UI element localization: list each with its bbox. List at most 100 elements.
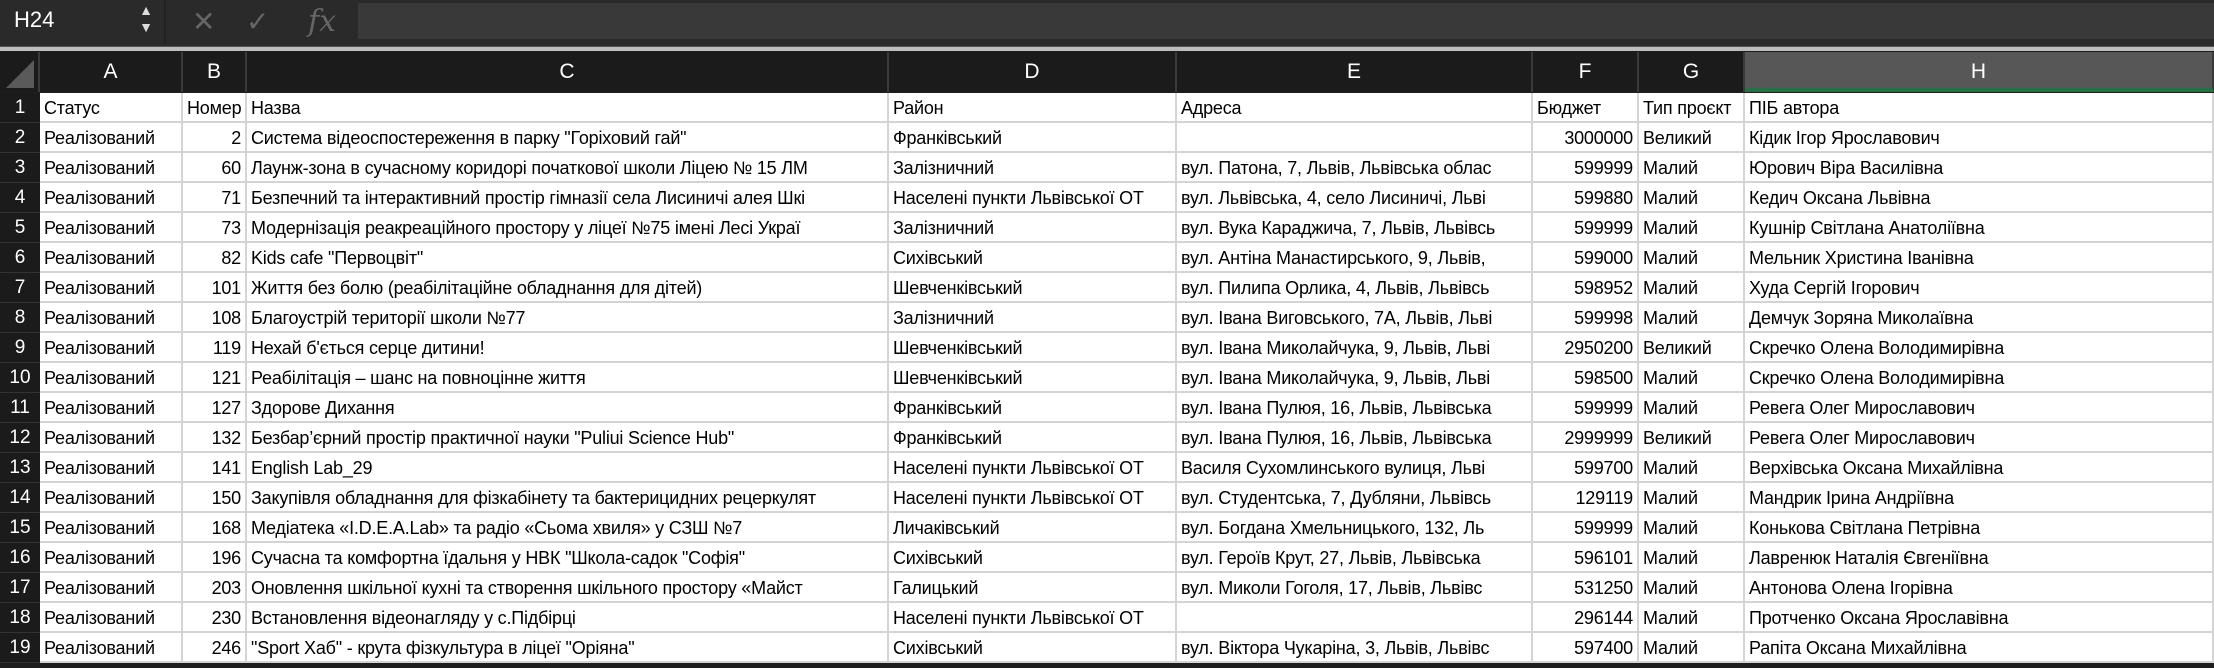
table-cell[interactable]: вул. Івана Миколайчука, 9, Львів, Льві [1177, 333, 1533, 363]
table-cell[interactable]: 599999 [1533, 513, 1639, 543]
table-cell[interactable]: Лаунж-зона в сучасному коридорі початков… [247, 153, 889, 183]
table-cell[interactable]: 73 [183, 213, 247, 243]
table-cell[interactable]: Кедич Оксана Львівна [1745, 183, 2214, 213]
table-cell[interactable]: Малий [1639, 603, 1745, 633]
table-cell[interactable]: Реалізований [40, 513, 183, 543]
table-cell[interactable]: Малий [1639, 513, 1745, 543]
table-cell[interactable]: Сихівський [889, 633, 1177, 663]
row-header[interactable]: 1 [0, 93, 40, 123]
table-cell[interactable]: Безпечний та інтерактивний простір гімна… [247, 183, 889, 213]
table-cell[interactable]: Малий [1639, 543, 1745, 573]
table-cell[interactable]: Великий [1639, 333, 1745, 363]
table-cell[interactable]: 598952 [1533, 273, 1639, 303]
table-cell[interactable]: Малий [1639, 273, 1745, 303]
row-header[interactable]: 7 [0, 273, 40, 303]
table-cell[interactable]: "Sport Хаб" - крута фізкультура в ліцеї … [247, 633, 889, 663]
table-cell[interactable]: Реалізований [40, 153, 183, 183]
table-cell[interactable]: Кідик Ігор Ярославович [1745, 123, 2214, 153]
table-cell[interactable]: Личаківський [889, 513, 1177, 543]
header-cell[interactable]: Номер [183, 93, 247, 123]
table-cell[interactable]: Малий [1639, 303, 1745, 333]
row-header[interactable]: 13 [0, 453, 40, 483]
select-all-button[interactable] [0, 52, 40, 92]
table-cell[interactable]: 168 [183, 513, 247, 543]
table-cell[interactable]: Оновлення шкільної кухні та створення шк… [247, 573, 889, 603]
header-cell[interactable]: Район [889, 93, 1177, 123]
table-cell[interactable]: 196 [183, 543, 247, 573]
table-cell[interactable]: Ревега Олег Мирославович [1745, 423, 2214, 453]
table-cell[interactable]: Реалізований [40, 423, 183, 453]
table-cell[interactable]: Малий [1639, 183, 1745, 213]
table-cell[interactable]: Kids cafe "Первоцвіт" [247, 243, 889, 273]
table-cell[interactable]: Здорове Дихання [247, 393, 889, 423]
row-header[interactable]: 12 [0, 423, 40, 453]
row-header[interactable]: 5 [0, 213, 40, 243]
table-cell[interactable]: Благоустрій території школи №77 [247, 303, 889, 333]
table-cell[interactable]: Малий [1639, 453, 1745, 483]
table-cell[interactable]: 599999 [1533, 153, 1639, 183]
table-cell[interactable]: 599880 [1533, 183, 1639, 213]
column-header-c[interactable]: C [247, 52, 889, 92]
table-cell[interactable]: 71 [183, 183, 247, 213]
table-cell[interactable]: вул. Студентська, 7, Дубляни, Львівсь [1177, 483, 1533, 513]
table-cell[interactable]: English Lab_29 [247, 453, 889, 483]
table-cell[interactable]: 531250 [1533, 573, 1639, 603]
table-cell[interactable]: Малий [1639, 483, 1745, 513]
table-cell[interactable]: Встановлення відеонагляду у с.Підбірці [247, 603, 889, 633]
table-cell[interactable]: Шевченківський [889, 333, 1177, 363]
table-cell[interactable]: 2999999 [1533, 423, 1639, 453]
table-cell[interactable]: Малий [1639, 213, 1745, 243]
table-cell[interactable]: 60 [183, 153, 247, 183]
table-cell[interactable]: Населені пункти Львівської ОТ [889, 483, 1177, 513]
table-cell[interactable]: Реалізований [40, 363, 183, 393]
table-cell[interactable]: 108 [183, 303, 247, 333]
table-cell[interactable]: 599000 [1533, 243, 1639, 273]
table-cell[interactable]: Реалізований [40, 123, 183, 153]
table-cell[interactable]: Реалізований [40, 243, 183, 273]
table-cell[interactable]: Реалізований [40, 213, 183, 243]
table-cell[interactable]: Антонова Олена Ігорівна [1745, 573, 2214, 603]
row-header[interactable]: 2 [0, 123, 40, 153]
table-cell[interactable]: 599999 [1533, 213, 1639, 243]
table-cell[interactable]: Верхівська Оксана Михайлівна [1745, 453, 2214, 483]
formula-input[interactable] [358, 3, 2214, 39]
table-cell[interactable]: Реабілітація – шанс на повноцінне життя [247, 363, 889, 393]
table-cell[interactable]: Франківський [889, 393, 1177, 423]
table-cell[interactable]: Галицький [889, 573, 1177, 603]
table-cell[interactable]: 203 [183, 573, 247, 603]
table-cell[interactable]: Великий [1639, 123, 1745, 153]
table-cell[interactable]: 2 [183, 123, 247, 153]
table-cell[interactable]: вул. Івана Миколайчука, 9, Львів, Льві [1177, 363, 1533, 393]
name-box-stepper-icon[interactable]: ▲ ▼ [139, 2, 153, 35]
table-cell[interactable]: Реалізований [40, 573, 183, 603]
table-cell[interactable]: 132 [183, 423, 247, 453]
row-header[interactable]: 3 [0, 153, 40, 183]
column-header-f[interactable]: F [1533, 52, 1639, 92]
table-cell[interactable]: Шевченківський [889, 273, 1177, 303]
table-cell[interactable]: 129119 [1533, 483, 1639, 513]
table-cell[interactable]: Малий [1639, 243, 1745, 273]
table-cell[interactable]: 599998 [1533, 303, 1639, 333]
row-header[interactable]: 10 [0, 363, 40, 393]
table-cell[interactable]: Реалізований [40, 183, 183, 213]
table-cell[interactable]: 119 [183, 333, 247, 363]
table-cell[interactable]: Рапіта Оксана Михайлівна [1745, 633, 2214, 663]
table-cell[interactable]: 230 [183, 603, 247, 633]
table-cell[interactable]: Лавренюк Наталія Євгеніївна [1745, 543, 2214, 573]
table-cell[interactable]: Мельник Христина Іванівна [1745, 243, 2214, 273]
header-cell[interactable]: Бюджет [1533, 93, 1639, 123]
table-cell[interactable]: вул. Вука Караджича, 7, Львів, Львівсь [1177, 213, 1533, 243]
table-cell[interactable]: Протченко Оксана Ярославівна [1745, 603, 2214, 633]
column-header-e[interactable]: E [1177, 52, 1533, 92]
table-cell[interactable]: Сихівський [889, 543, 1177, 573]
table-cell[interactable]: Реалізований [40, 543, 183, 573]
table-cell[interactable] [1177, 603, 1533, 633]
table-cell[interactable]: Франківський [889, 423, 1177, 453]
row-header[interactable]: 17 [0, 573, 40, 603]
table-cell[interactable]: 597400 [1533, 633, 1639, 663]
table-cell[interactable]: Нехай б'ється серце дитини! [247, 333, 889, 363]
row-header[interactable]: 16 [0, 543, 40, 573]
table-cell[interactable]: Залізничний [889, 303, 1177, 333]
table-cell[interactable]: 596101 [1533, 543, 1639, 573]
table-cell[interactable]: Малий [1639, 393, 1745, 423]
